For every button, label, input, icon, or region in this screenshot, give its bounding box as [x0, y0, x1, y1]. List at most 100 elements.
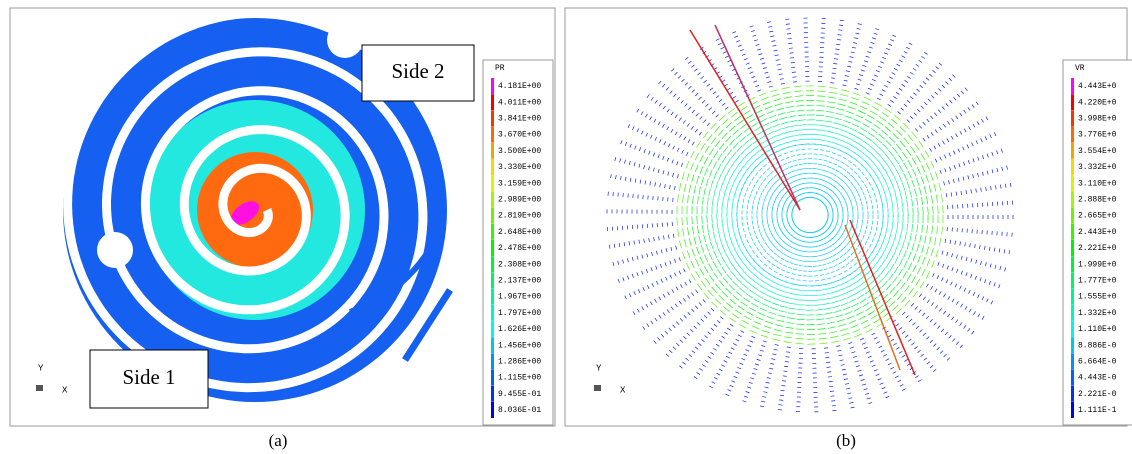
legend-swatch [1071, 224, 1074, 240]
legend-label: 1.111E-1 [1078, 406, 1117, 415]
figure: PR 4.181E+00 4.011E+00 3.841E+00 3.670E+00 3.… [0, 0, 1132, 454]
notch [12, 282, 48, 318]
legend-label: 1.967E+00 [498, 293, 541, 302]
axis-x: X [62, 385, 68, 395]
axis-x: X [620, 385, 626, 395]
legend-swatch [491, 289, 494, 305]
legend-label: 3.841E+00 [498, 115, 541, 124]
legend-label: 1.456E+00 [498, 341, 541, 350]
legend-label: 3.670E+00 [498, 131, 541, 140]
legend-swatch [1071, 321, 1074, 337]
legend-label: 2.137E+00 [498, 277, 541, 286]
legend-label: 3.159E+00 [498, 179, 541, 188]
legend-swatch [491, 240, 494, 256]
legend-swatch [491, 256, 494, 272]
legend-label: 3.554E+0 [1078, 147, 1117, 156]
legend-swatch [1071, 110, 1074, 126]
legend-label: 1.999E+0 [1078, 260, 1117, 269]
legend-swatch [1071, 94, 1074, 110]
legend-label: 6.664E-0 [1078, 358, 1117, 367]
legend-swatch [491, 127, 494, 143]
side-label: Side 2 [391, 59, 444, 83]
legend-swatch [491, 337, 494, 353]
legend-label: 1.626E+00 [498, 325, 541, 334]
legend-swatch [491, 143, 494, 159]
legend-label: 3.776E+0 [1078, 131, 1117, 140]
legend-label: 1.110E+0 [1078, 325, 1117, 334]
legend-label: 2.443E+0 [1078, 228, 1117, 237]
legend-label: 3.332E+0 [1078, 163, 1117, 172]
notch [327, 22, 363, 58]
legend-swatch [491, 321, 494, 337]
legend-label: 1.332E+0 [1078, 309, 1117, 318]
legend-label: 2.989E+00 [498, 196, 541, 205]
legend-swatch [1071, 240, 1074, 256]
legend-label: 8.886E-0 [1078, 341, 1117, 350]
legend-swatch [491, 305, 494, 321]
legend-swatch [491, 402, 494, 418]
legend-label: 1.797E+00 [498, 309, 541, 318]
legend-label: 4.011E+00 [498, 98, 541, 107]
legend-swatch [491, 159, 494, 175]
legend-swatch [1071, 191, 1074, 207]
legend-swatch [491, 208, 494, 224]
legend-swatch [1071, 127, 1074, 143]
legend-label: 4.443E-0 [1078, 374, 1117, 383]
axis-y: Y [596, 363, 602, 373]
axis-icon [594, 385, 601, 391]
legend-swatch [1071, 305, 1074, 321]
legend-label: 4.220E+0 [1078, 98, 1117, 107]
legend-label: 4.443E+0 [1078, 82, 1117, 91]
legend-swatch [1071, 159, 1074, 175]
legend-swatch [1071, 256, 1074, 272]
legend-swatch [1071, 353, 1074, 369]
legend-label: 2.308E+00 [498, 260, 541, 269]
legend-swatch [491, 224, 494, 240]
caption: (b) [836, 431, 856, 450]
legend-label: 2.221E-0 [1078, 390, 1117, 399]
legend-swatch [1071, 272, 1074, 288]
legend-label: 1.555E+0 [1078, 293, 1117, 302]
legend-label: 1.115E+00 [498, 374, 541, 383]
legend-swatch [1071, 143, 1074, 159]
legend-label: 2.478E+00 [498, 244, 541, 253]
legend-swatch [1071, 337, 1074, 353]
legend-swatch [491, 370, 494, 386]
legend-swatch [1071, 402, 1074, 418]
legend-label: 3.330E+00 [498, 163, 541, 172]
legend-title: VR [1075, 64, 1085, 73]
legend-label: 3.998E+0 [1078, 115, 1117, 124]
legend-swatch [491, 386, 494, 402]
axis-icon [36, 385, 43, 391]
legend-label: 2.888E+0 [1078, 196, 1117, 205]
legend-swatch [1071, 370, 1074, 386]
legend-label: 9.455E-01 [498, 390, 541, 399]
legend-swatch [491, 175, 494, 191]
legend-swatch [491, 191, 494, 207]
legend-swatch [491, 110, 494, 126]
legend-label: 3.110E+0 [1078, 179, 1117, 188]
legend-swatch [491, 78, 494, 94]
legend-swatch [1071, 289, 1074, 305]
legend-label: 8.036E-01 [498, 406, 541, 415]
legend-swatch [1071, 78, 1074, 94]
legend-label: 2.221E+0 [1078, 244, 1117, 253]
panel-b-frame [565, 8, 1127, 426]
legend-swatch [491, 94, 494, 110]
legend-swatch [1071, 386, 1074, 402]
legend-swatch [491, 272, 494, 288]
legend-swatch [491, 353, 494, 369]
legend-label: 1.286E+00 [498, 358, 541, 367]
legend-label: 3.500E+00 [498, 147, 541, 156]
legend-title: PR [495, 64, 505, 73]
caption: (a) [269, 431, 288, 450]
legend-label: 2.648E+00 [498, 228, 541, 237]
legend-label: 1.777E+0 [1078, 277, 1117, 286]
legend-label: 2.819E+00 [498, 212, 541, 221]
axis-y: Y [38, 363, 44, 373]
side-label: Side 1 [122, 365, 175, 389]
legend-swatch [1071, 208, 1074, 224]
legend-label: 4.181E+00 [498, 82, 541, 91]
legend-swatch [1071, 175, 1074, 191]
legend-label: 2.665E+0 [1078, 212, 1117, 221]
